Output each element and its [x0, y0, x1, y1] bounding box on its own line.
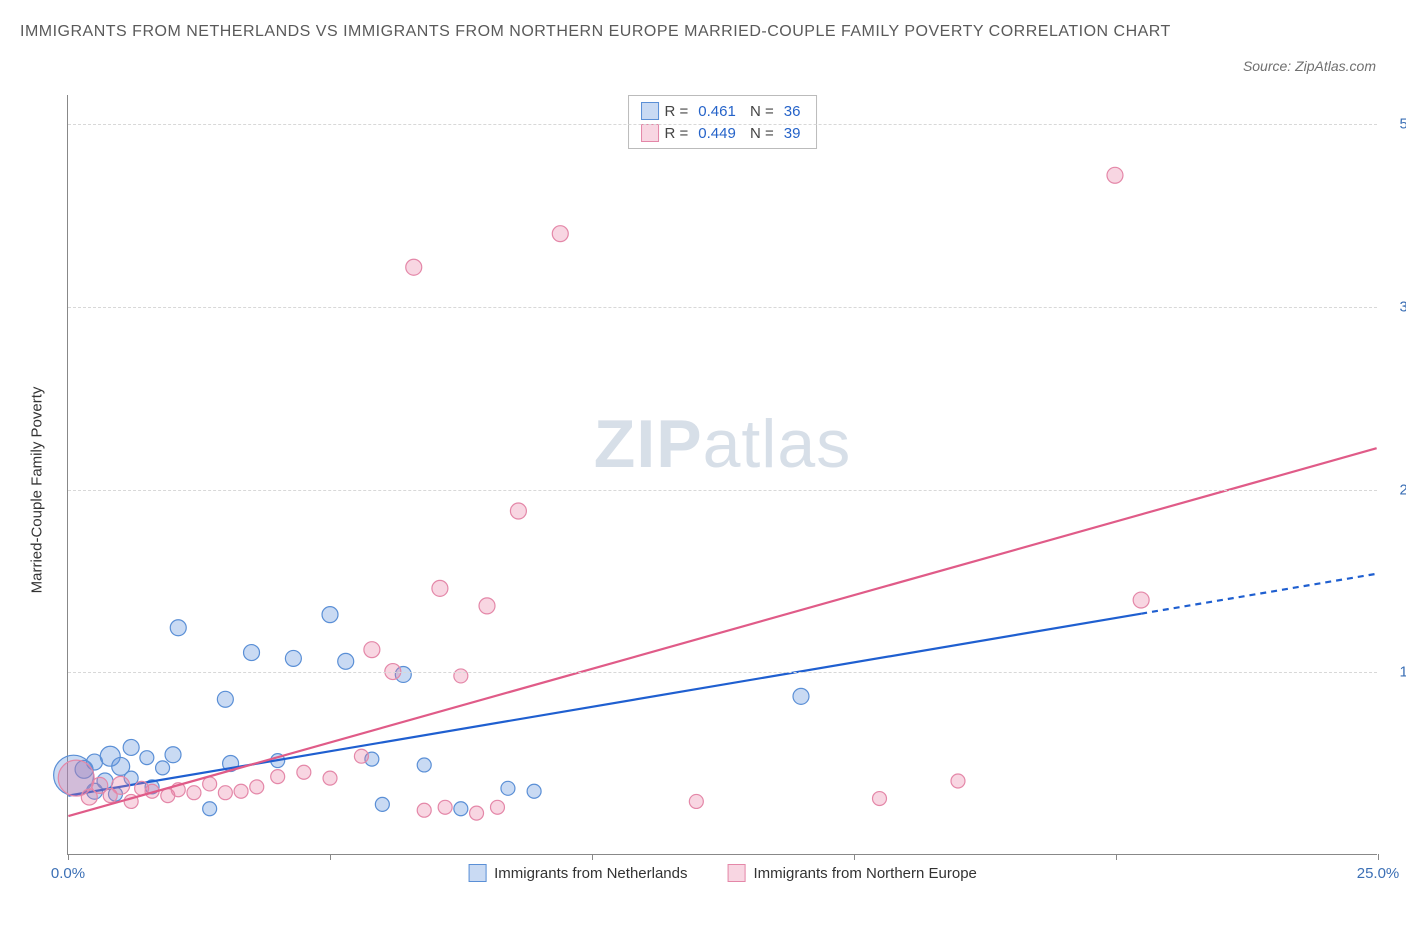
legend-n-value: 36 [784, 103, 801, 120]
correlation-legend: R = 0.461 N = 36 R = 0.449 N = 39 [628, 95, 818, 149]
scatter-point [1133, 592, 1149, 608]
source-label: Source: ZipAtlas.com [1243, 58, 1376, 74]
scatter-point [244, 645, 260, 661]
legend-row: R = 0.449 N = 39 [641, 122, 805, 144]
scatter-point [338, 653, 354, 669]
x-tick [68, 854, 69, 860]
scatter-point [234, 784, 248, 798]
y-tick-label: 25.0% [1399, 481, 1406, 498]
scatter-point [1107, 167, 1123, 183]
scatter-point [217, 691, 233, 707]
legend-n-label: N = [746, 125, 774, 142]
x-tick-label: 0.0% [51, 865, 85, 882]
grid-line [68, 124, 1377, 125]
chart-container: Married-Couple Family Poverty ZIPatlas R… [45, 95, 1385, 885]
scatter-point [454, 669, 468, 683]
legend-swatch [727, 864, 745, 882]
grid-line [68, 490, 1377, 491]
scatter-point [170, 620, 186, 636]
scatter-point [951, 774, 965, 788]
scatter-point [203, 802, 217, 816]
scatter-point [250, 780, 264, 794]
scatter-point [364, 642, 380, 658]
y-axis-label: Married-Couple Family Poverty [29, 387, 46, 594]
legend-item: Immigrants from Northern Europe [727, 864, 976, 882]
trend-line [68, 448, 1376, 816]
scatter-point [479, 598, 495, 614]
scatter-point [873, 792, 887, 806]
scatter-point [689, 794, 703, 808]
x-tick-label: 25.0% [1357, 865, 1400, 882]
legend-swatch [468, 864, 486, 882]
scatter-point [510, 503, 526, 519]
x-tick [330, 854, 331, 860]
scatter-point [470, 806, 484, 820]
scatter-point [552, 226, 568, 242]
grid-line [68, 307, 1377, 308]
scatter-point [454, 802, 468, 816]
scatter-point [375, 797, 389, 811]
scatter-point [203, 777, 217, 791]
scatter-point [187, 786, 201, 800]
scatter-point [271, 770, 285, 784]
scatter-point [285, 650, 301, 666]
legend-row: R = 0.461 N = 36 [641, 100, 805, 122]
grid-line [68, 672, 1377, 673]
scatter-point [432, 580, 448, 596]
scatter-point [297, 765, 311, 779]
x-tick [1116, 854, 1117, 860]
scatter-point [417, 758, 431, 772]
legend-label: Immigrants from Northern Europe [753, 865, 976, 882]
legend-n-value: 39 [784, 125, 801, 142]
y-tick-label: 37.5% [1399, 298, 1406, 315]
scatter-point [218, 786, 232, 800]
scatter-point [165, 747, 181, 763]
scatter-point [140, 751, 154, 765]
legend-item: Immigrants from Netherlands [468, 864, 687, 882]
series-legend: Immigrants from Netherlands Immigrants f… [468, 864, 977, 882]
legend-swatch [641, 124, 659, 142]
trend-line-extrapolated [1141, 574, 1376, 614]
legend-label: Immigrants from Netherlands [494, 865, 687, 882]
y-tick-label: 50.0% [1399, 116, 1406, 133]
plot-area: ZIPatlas R = 0.461 N = 36 R = 0.449 N = … [67, 95, 1377, 855]
chart-title: IMMIGRANTS FROM NETHERLANDS VS IMMIGRANT… [20, 18, 1386, 45]
scatter-point [323, 771, 337, 785]
y-tick-label: 12.5% [1399, 664, 1406, 681]
legend-n-label: N = [746, 103, 774, 120]
x-tick [1378, 854, 1379, 860]
scatter-point [112, 776, 130, 794]
x-tick [854, 854, 855, 860]
scatter-point [123, 739, 139, 755]
scatter-point [793, 688, 809, 704]
legend-r-label: R = [665, 125, 689, 142]
scatter-point [490, 800, 504, 814]
legend-r-value: 0.449 [698, 125, 736, 142]
plot-svg [68, 95, 1377, 854]
legend-r-value: 0.461 [698, 103, 736, 120]
scatter-point [438, 800, 452, 814]
legend-r-label: R = [665, 103, 689, 120]
scatter-point [417, 803, 431, 817]
scatter-point [156, 761, 170, 775]
scatter-point [501, 781, 515, 795]
scatter-point [354, 749, 368, 763]
x-tick [592, 854, 593, 860]
legend-swatch [641, 102, 659, 120]
scatter-point [527, 784, 541, 798]
scatter-point [322, 607, 338, 623]
scatter-point [406, 259, 422, 275]
